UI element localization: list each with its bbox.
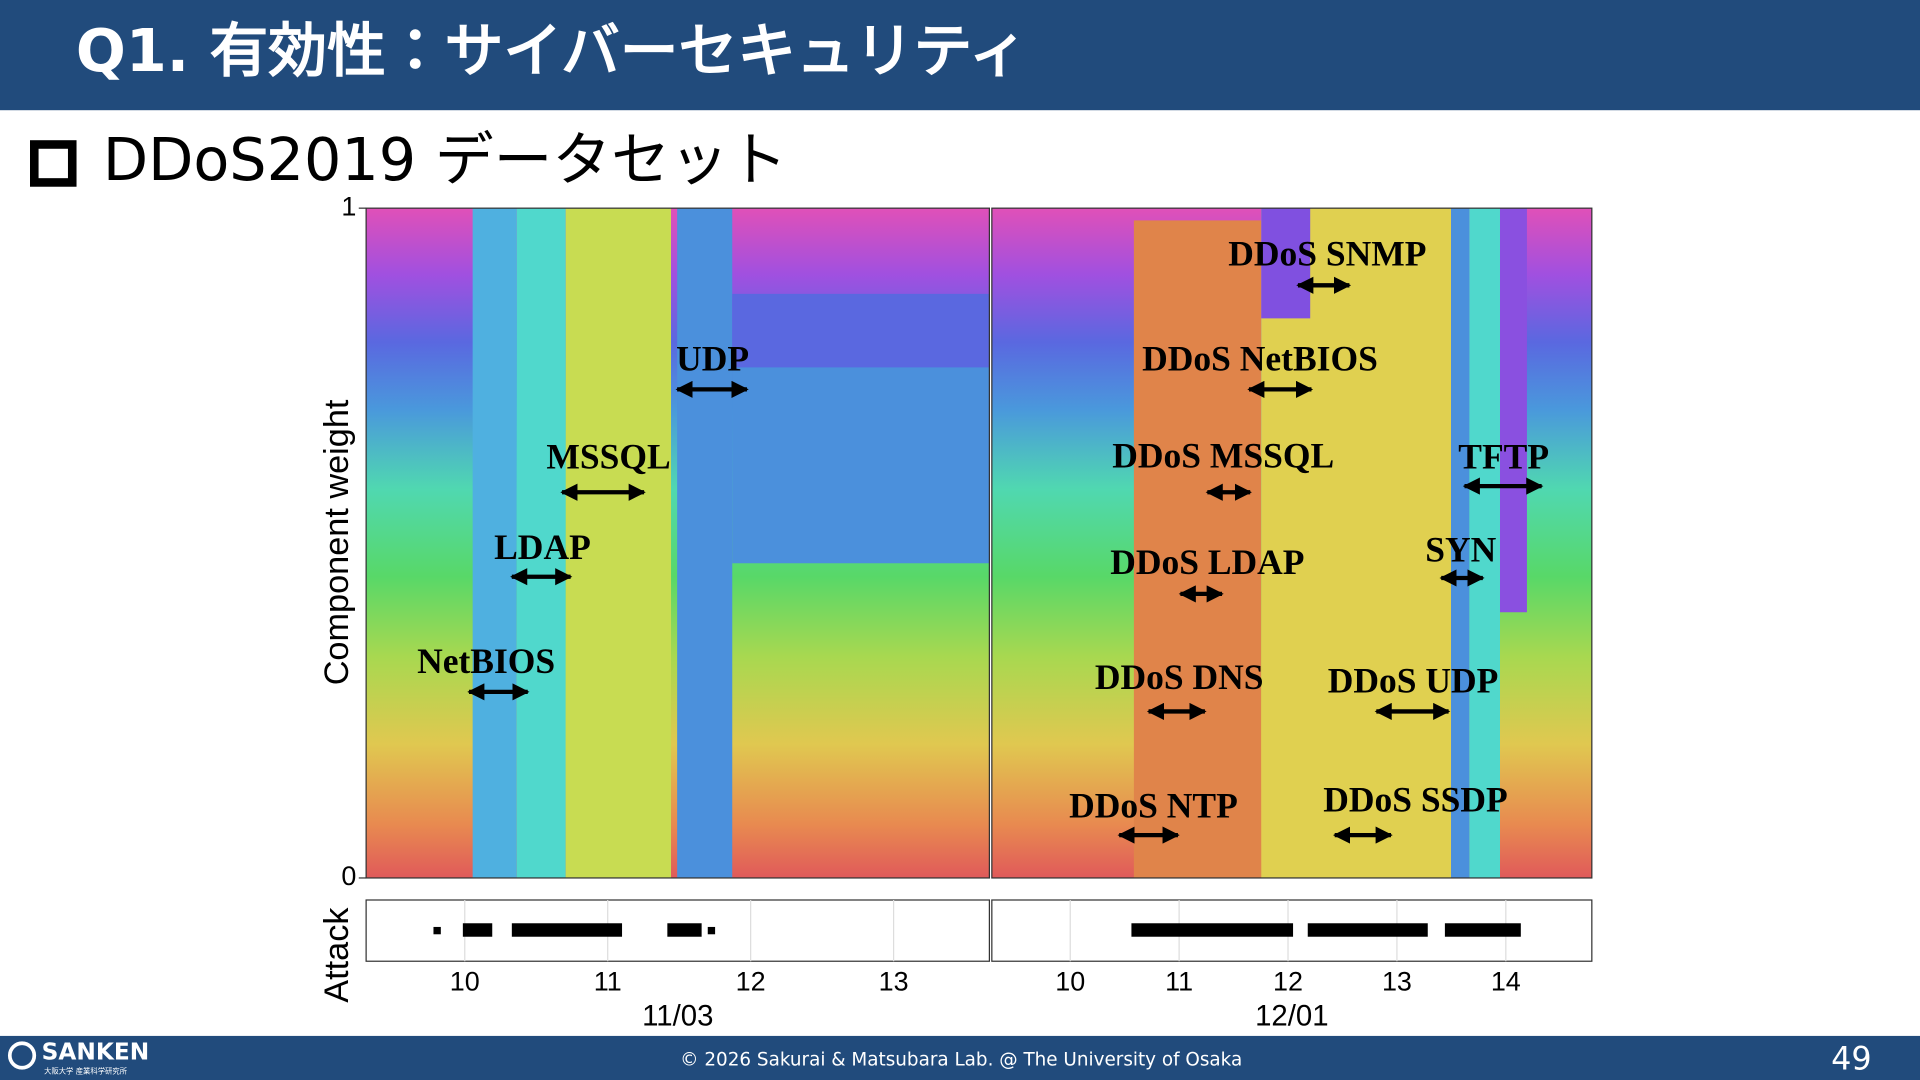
area-band (472, 208, 517, 878)
y-tick-label: 1 (341, 191, 356, 221)
x-tick-label: 14 (1491, 966, 1521, 996)
attack-label: Attack (318, 907, 356, 1003)
left-area-chart (366, 208, 990, 878)
area-band (1500, 208, 1527, 613)
attack-annotation: DDoS UDP (1328, 661, 1499, 701)
attack-annotation: DDoS SSDP (1323, 779, 1507, 819)
attack-marker (667, 923, 702, 937)
attack-annotation: UDP (676, 339, 749, 379)
area-band (516, 208, 566, 878)
attack-marker (1307, 923, 1428, 937)
area-band (677, 208, 733, 878)
plot-frame (365, 207, 990, 879)
attack-marker (1444, 923, 1521, 937)
logo-mark (7, 1041, 37, 1070)
attack-annotation: DDoS SNMP (1228, 233, 1426, 273)
attack-annotation: NetBIOS (417, 641, 555, 681)
footer-bar (0, 1035, 1920, 1080)
copyright: © 2026 Sakurai & Matsubara Lab. @ The Un… (680, 1049, 1242, 1070)
right-area-chart (991, 208, 1592, 878)
x-tick-label: 12 (1273, 966, 1303, 996)
attack-marker (433, 926, 441, 935)
area-band (732, 367, 990, 564)
x-tick-label: 13 (1382, 966, 1412, 996)
x-tick-label: 12 (736, 966, 766, 996)
x-tick-label: 11 (1165, 966, 1193, 996)
area-band (1451, 208, 1470, 878)
bullet-square (30, 140, 77, 187)
area-band (1261, 208, 1452, 878)
attack-marker (1131, 923, 1294, 937)
plot-frame (991, 207, 1593, 879)
attack-annotation: LDAP (494, 527, 591, 567)
attack-marker (462, 923, 493, 937)
attack-annotation: SYN (1425, 530, 1496, 570)
area-band (1261, 208, 1311, 319)
attack-annotation: DDoS LDAP (1110, 542, 1304, 582)
y-axis-label: Component weight (318, 399, 356, 685)
x-tick-label: 10 (1055, 966, 1085, 996)
attack-markers (433, 923, 1521, 937)
attack-marker (707, 926, 716, 935)
attack-annotation: DDoS MSSQL (1112, 435, 1334, 475)
bullet-text: DDoS2019 データセット (103, 125, 788, 194)
page-number: 49 (1831, 1039, 1872, 1077)
logo-subtext: 大阪大学 産業科学研究所 (44, 1066, 128, 1075)
logo-text: SANKEN (42, 1039, 150, 1066)
slide-title: Q1. 有効性：サイバーセキュリティ (76, 16, 1028, 85)
date-label: 11/03 (642, 999, 713, 1032)
x-tick-label: 11 (594, 966, 622, 996)
attack-annotation: MSSQL (546, 437, 670, 477)
area-band (1133, 220, 1262, 878)
area-band (732, 293, 990, 368)
area-band (1469, 208, 1500, 878)
x-tick-label: 10 (450, 966, 480, 996)
date-label: 12/01 (1255, 999, 1329, 1032)
attack-annotation: TFTP (1458, 437, 1549, 477)
attack-annotation: DDoS DNS (1095, 657, 1264, 697)
attack-marker (511, 923, 623, 937)
attack-annotation: DDoS NetBIOS (1142, 339, 1378, 379)
attack-annotation: DDoS NTP (1069, 786, 1238, 826)
y-tick-label: 0 (341, 861, 356, 891)
area-band (565, 208, 672, 878)
header-bar (0, 0, 1920, 111)
x-tick-label: 13 (879, 966, 909, 996)
